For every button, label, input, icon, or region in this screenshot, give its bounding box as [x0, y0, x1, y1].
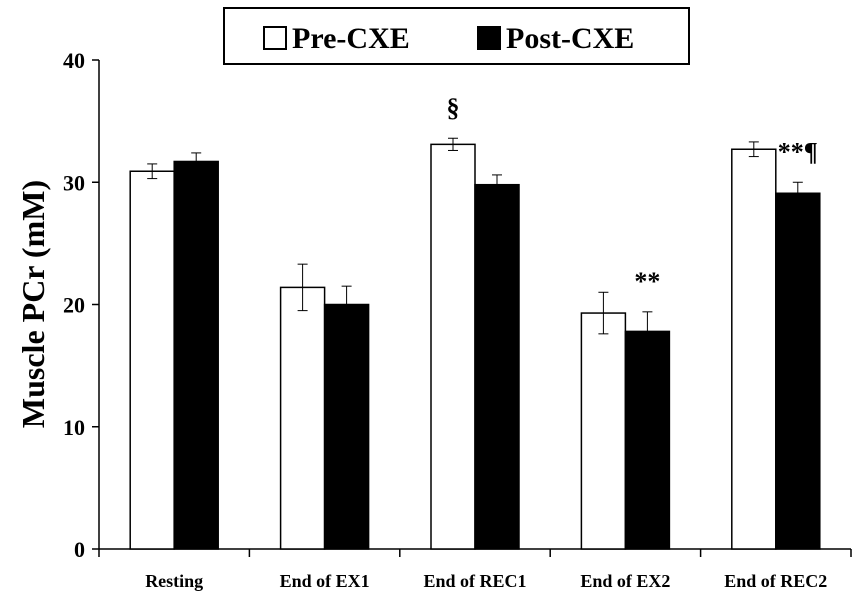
- x-ticks: Resting End of EX1 End of REC1 End of EX2 En…: [98, 549, 852, 591]
- x-tick-label: Resting: [145, 571, 203, 591]
- y-ticks: 0 10 20 30 40: [63, 48, 99, 562]
- significance-marker: §: [447, 93, 460, 122]
- legend-label-pre-cxe: Pre-CXE: [292, 22, 410, 55]
- bar-post-cxe: [624, 330, 671, 550]
- bar-post-cxe: [775, 192, 821, 550]
- legend-swatch-pre-cxe: [263, 26, 287, 50]
- bar-pre-cxe: [731, 148, 777, 550]
- bar-pre-cxe: [279, 286, 326, 550]
- y-tick-label: 30: [63, 170, 85, 195]
- y-tick-label: 0: [74, 537, 85, 562]
- y-tick-label: 10: [63, 415, 85, 440]
- bar-post-cxe: [323, 303, 370, 550]
- bar-pre-cxe: [430, 143, 476, 550]
- legend-label-post-cxe: Post-CXE: [506, 22, 634, 55]
- legend-frame: [223, 7, 690, 65]
- annotations: § ** **¶: [447, 93, 818, 296]
- legend: Pre-CXE Post-CXE: [223, 7, 690, 65]
- y-tick-label: 40: [63, 48, 85, 73]
- bar-post-cxe: [474, 183, 520, 550]
- error-bars: [147, 137, 803, 352]
- bars: [129, 143, 821, 550]
- y-tick-label: 20: [63, 293, 85, 318]
- legend-swatch-post-cxe: [477, 26, 501, 50]
- significance-marker: **¶: [778, 137, 818, 166]
- bar-pre-cxe: [129, 170, 175, 550]
- x-tick-label: End of REC1: [423, 571, 526, 591]
- x-tick-label: End of EX2: [580, 571, 670, 591]
- bar-pre-cxe: [580, 312, 627, 550]
- x-tick-label: End of EX1: [280, 571, 370, 591]
- x-tick-label: End of REC2: [724, 571, 827, 591]
- significance-marker: **: [634, 267, 660, 296]
- bar-post-cxe: [173, 160, 219, 550]
- y-axis-label: Muscle PCr (mM): [15, 180, 51, 428]
